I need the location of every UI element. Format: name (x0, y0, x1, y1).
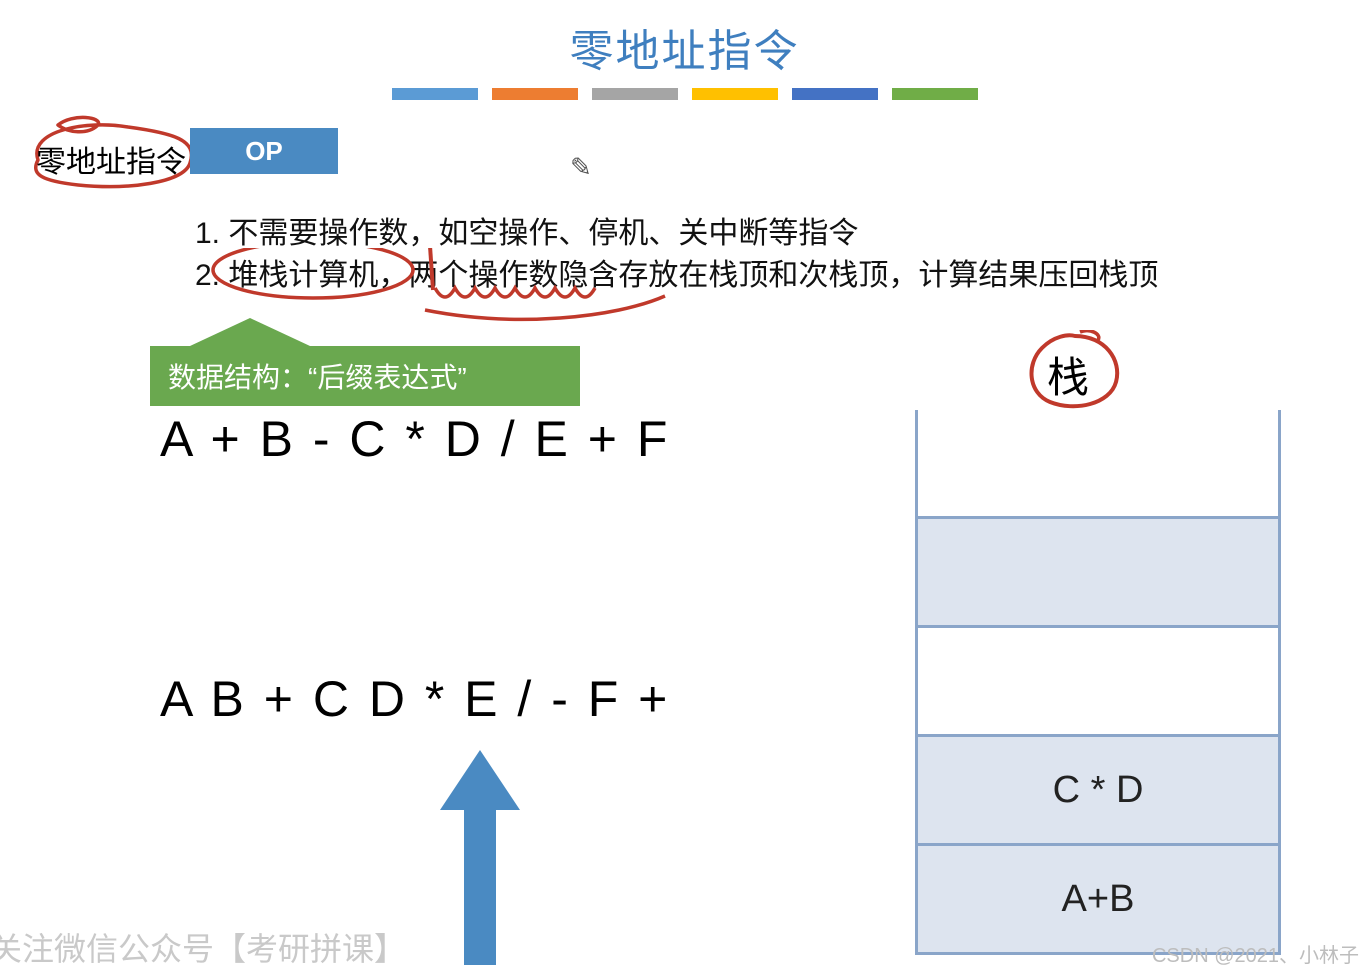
pencil-icon: ✎ (570, 152, 592, 183)
stack-cell-3: C * D (918, 734, 1278, 843)
stack-cell-0 (918, 410, 1278, 516)
page-title: 零地址指令 (0, 15, 1369, 79)
up-arrow-icon (440, 750, 520, 965)
stack-label: 栈 (1020, 330, 1125, 410)
watermark-right: CSDN @2021、小林子 (1152, 939, 1359, 968)
infix-expression: A + B - C * D / E + F (160, 410, 670, 468)
op-box: OP (190, 128, 338, 174)
seg-1 (392, 88, 478, 100)
stack-cell-1 (918, 516, 1278, 625)
stack-cell-2 (918, 625, 1278, 734)
stack-cell-4: A+B (918, 843, 1278, 952)
body-line-1: 1. 不需要操作数，如空操作、停机、关中断等指令 (195, 208, 858, 252)
callout-label: 数据结构：“后缀表达式” (150, 346, 580, 406)
color-bar (0, 88, 1369, 100)
seg-2 (492, 88, 578, 100)
seg-3 (592, 88, 678, 100)
callout-pointer (190, 318, 310, 346)
stack: C * D A+B (915, 410, 1281, 955)
postfix-expression: A B + C D * E / - F + (160, 670, 670, 728)
stack-label-text: 栈 (1047, 344, 1089, 405)
seg-4 (692, 88, 778, 100)
circled-badge: 零地址指令 (18, 115, 193, 190)
stack-cell-text: C * D (1053, 769, 1144, 812)
body-line-2: 2. 堆栈计算机，两个操作数隐含存放在栈顶和次栈顶，计算结果压回栈顶 (195, 250, 1158, 294)
callout: 数据结构：“后缀表达式” (150, 318, 580, 406)
seg-5 (792, 88, 878, 100)
watermark-left: 关注微信公众号【考研拼课】 (0, 924, 406, 970)
stack-cell-text: A+B (1062, 878, 1135, 921)
seg-6 (892, 88, 978, 100)
badge-text: 零地址指令 (36, 137, 186, 181)
